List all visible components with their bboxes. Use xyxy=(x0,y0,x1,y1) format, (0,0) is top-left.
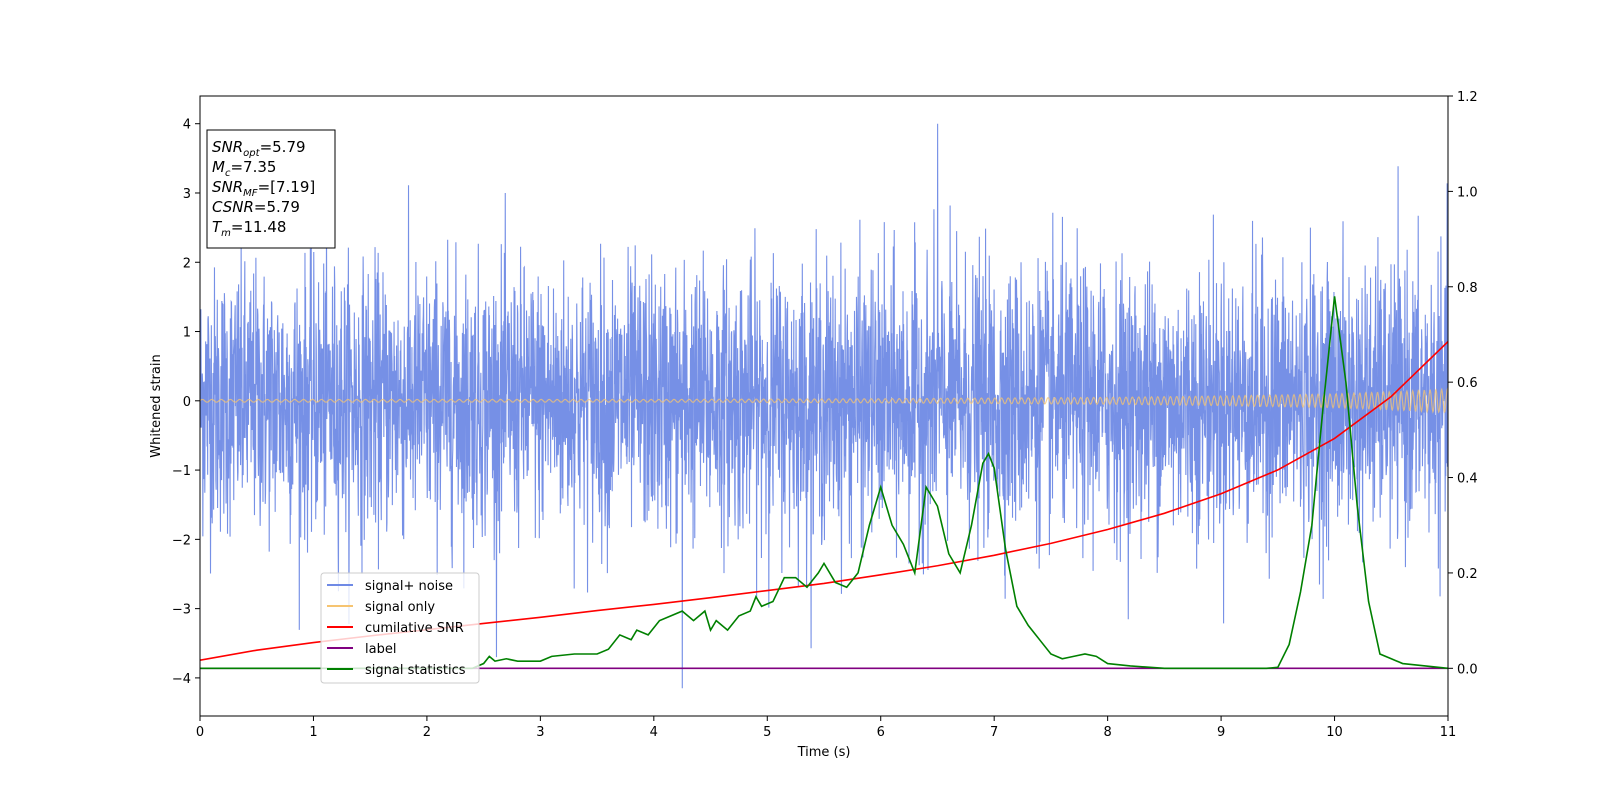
y-tick-label: 3 xyxy=(183,187,191,202)
y2-tick-label: 1.0 xyxy=(1457,185,1478,200)
y2-tick-label: 0.8 xyxy=(1457,281,1478,296)
legend-entry-label: signal statistics xyxy=(365,663,466,678)
legend-entry-label: signal only xyxy=(365,600,435,615)
y-tick-label: −3 xyxy=(172,603,191,618)
y-tick-label: −1 xyxy=(172,464,191,479)
x-tick-label: 11 xyxy=(1440,725,1457,740)
x-tick-label: 1 xyxy=(309,725,317,740)
y-tick-label: 1 xyxy=(183,326,191,341)
y2-tick-label: 0.0 xyxy=(1457,662,1478,677)
y2-tick-label: 0.4 xyxy=(1457,472,1478,487)
series-signal-only xyxy=(200,386,1448,414)
y-tick-label: 2 xyxy=(183,256,191,271)
annotation-line: Mc=7.35 xyxy=(212,158,276,179)
y2-tick-label: 1.2 xyxy=(1457,90,1478,105)
annotation-line: Tm=11.48 xyxy=(212,218,286,239)
annotation-line: CSNR=5.79 xyxy=(212,198,300,216)
x-tick-label: 3 xyxy=(536,725,544,740)
legend-box xyxy=(320,572,480,684)
axes-frame xyxy=(199,95,1449,717)
x-axis-label: Time (s) xyxy=(797,745,851,760)
x-tick-label: 4 xyxy=(650,725,658,740)
x-tick-label: 2 xyxy=(423,725,431,740)
x-tick-label: 10 xyxy=(1326,725,1343,740)
series-signal-statistics xyxy=(200,296,1448,670)
axis-ticks: 0 1 2 3 4 5 6 7 8 9 10 11 −4 −3 −2 −1 0 1 2 3 4 0.0 0.2 0.4 0.6 0… xyxy=(172,90,1478,740)
x-tick-label: 9 xyxy=(1217,725,1225,740)
x-tick-label: 5 xyxy=(763,725,771,740)
annotation-line: SNRMF=[7.19] xyxy=(212,178,315,199)
y2-tick-label: 0.6 xyxy=(1457,376,1478,391)
y-tick-label: −2 xyxy=(172,533,191,548)
y-tick-label: −4 xyxy=(172,672,191,687)
legend-entry-label: cumilative SNR xyxy=(365,621,464,636)
annotation-box xyxy=(206,129,336,249)
y-tick-label: 4 xyxy=(183,118,191,133)
series-line xyxy=(200,296,1448,670)
series-signal-noise xyxy=(200,123,1448,689)
series-line xyxy=(200,123,1448,689)
legend: signal+ noise signal only cumilative SNR la… xyxy=(320,572,480,684)
y2-tick-label: 0.2 xyxy=(1457,567,1478,582)
series-line xyxy=(200,386,1448,414)
x-tick-label: 0 xyxy=(196,725,204,740)
x-tick-label: 7 xyxy=(990,725,998,740)
y-axis-label: Whitened strain xyxy=(149,354,164,457)
x-tick-label: 6 xyxy=(877,725,885,740)
legend-entry-label: signal+ noise xyxy=(365,579,453,594)
annotation-line: SNRopt=5.79 xyxy=(212,138,306,159)
y-tick-label: 0 xyxy=(183,395,191,410)
legend-entry-label: label xyxy=(365,642,396,657)
x-tick-label: 8 xyxy=(1103,725,1111,740)
